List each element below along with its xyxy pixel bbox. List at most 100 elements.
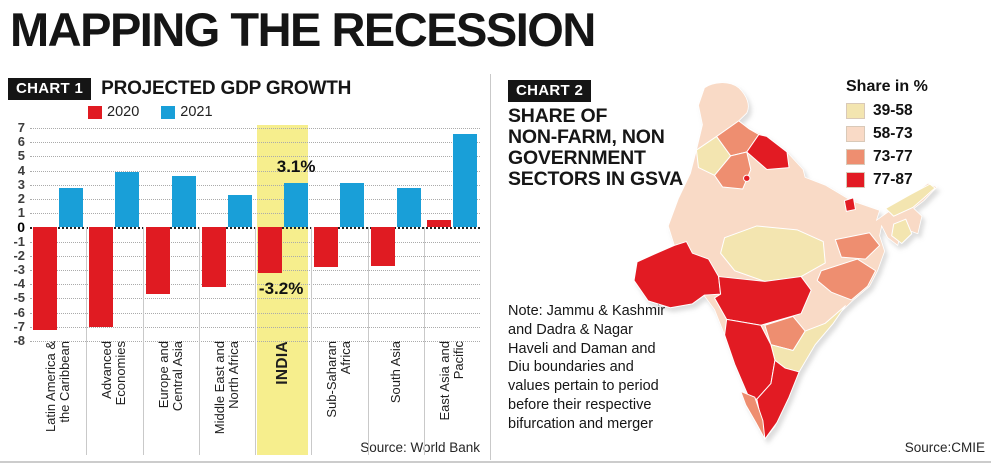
bar-2021-0	[59, 187, 84, 228]
chart1-yaxis: 7 6 5 4 3 2 1 0 -1 -2 -3 -4 -5 -6 -7 -8	[2, 120, 28, 348]
ytick--8: -8	[13, 333, 25, 348]
bar-2021-3	[227, 194, 252, 228]
chart1-legend: 2020 2021	[88, 104, 213, 120]
category-label-5: Sub-Saharan Africa	[314, 341, 364, 453]
category-label-1: Advanced Economies	[89, 341, 139, 453]
chart1-plot: Latin America & the Caribbean Advanced Ec…	[30, 125, 480, 455]
annotation-3.1%: 3.1%	[276, 157, 316, 177]
bar-2020-3	[201, 227, 226, 288]
map-legend-items: 39-58 58-73 73-77 77-87	[846, 102, 928, 189]
bar-2020-7	[426, 220, 451, 228]
ytick-7: 7	[17, 120, 25, 135]
map-legend-title: Share in %	[846, 78, 928, 95]
state-maharashtra	[714, 276, 812, 326]
category-label-7: East Asia and Pacific	[427, 341, 477, 453]
india-map	[628, 80, 940, 442]
bar-2021-2	[171, 176, 196, 228]
map-legend-swatch-58-73	[846, 126, 865, 142]
category-label-6: South Asia	[371, 341, 421, 453]
map-legend-label-58-73: 58-73	[873, 125, 913, 142]
chart2-tag: CHART 2	[508, 80, 592, 102]
chart1-tag: CHART 1	[8, 78, 92, 100]
bar-2020-2	[145, 227, 170, 295]
chart2-source: Source:CMIE	[904, 440, 985, 455]
map-legend-row-73-77: 73-77	[846, 148, 928, 166]
legend-label-2021: 2021	[180, 104, 213, 120]
state-kerala	[740, 390, 766, 440]
map-legend-row-77-87: 77-87	[846, 171, 928, 189]
bar-2020-4	[258, 227, 283, 273]
category-label-text: Middle East and North Africa	[211, 341, 241, 435]
map-legend-swatch-39-58	[846, 103, 865, 119]
map-legend-swatch-73-77	[846, 149, 865, 165]
page-title: MAPPING THE RECESSION	[10, 3, 596, 56]
chart2-title: SHARE OF NON-FARM, NON GOVERNMENT SECTOR…	[508, 106, 683, 190]
category-separator	[198, 227, 200, 455]
category-separator	[423, 227, 425, 455]
annotation--3.2%: -3.2%	[258, 278, 304, 298]
state-odisha	[816, 258, 877, 301]
category-separator	[255, 227, 256, 455]
category-label-text: East Asia and Pacific	[436, 341, 466, 421]
panel-divider	[490, 74, 491, 460]
ytick-2: 2	[17, 191, 25, 206]
gridline-5	[30, 156, 480, 158]
state-gujarat	[633, 241, 722, 309]
ytick--2: -2	[13, 247, 25, 263]
ytick--5: -5	[13, 290, 25, 306]
chart2-title-line1: SHARE OF	[508, 105, 608, 127]
category-label-text: Europe and Central Asia	[155, 341, 185, 412]
chart2-title-line4: SECTORS IN GSVA	[508, 168, 684, 190]
state-haryana	[714, 151, 752, 190]
category-separator	[142, 227, 144, 455]
map-legend-label-39-58: 39-58	[873, 102, 913, 119]
chart2-title-line3: GOVERNMENT	[508, 147, 646, 169]
legend-item-2020: 2020	[88, 104, 139, 120]
ytick-1: 1	[17, 205, 25, 221]
ytick--4: -4	[13, 276, 25, 292]
category-label-2: Europe and Central Asia	[146, 341, 196, 453]
bar-2020-1	[89, 227, 114, 327]
state-uttarakhand	[746, 134, 790, 171]
state-jharkhand	[834, 232, 881, 260]
ytick--3: -3	[13, 262, 25, 277]
state-madhya-pradesh	[720, 225, 826, 282]
chart1-title: PROJECTED GDP GROWTH	[101, 78, 352, 99]
ytick--7: -7	[13, 318, 25, 334]
chart2-title-line2: NON-FARM, NON	[508, 126, 665, 148]
gridline-1	[30, 213, 480, 215]
gridline-2	[30, 199, 480, 200]
india-map-svg	[633, 82, 938, 440]
ytick-6: 6	[17, 134, 25, 150]
map-legend-label-77-87: 77-87	[873, 171, 913, 188]
gridline-3	[30, 184, 480, 186]
state-sikkim	[843, 197, 856, 212]
legend-swatch-2021	[161, 105, 176, 119]
map-legend-row-58-73: 58-73	[846, 125, 928, 143]
category-label-4: INDIA	[258, 341, 308, 453]
bar-2021-7	[452, 133, 477, 228]
ytick--1: -1	[13, 233, 25, 249]
bottom-rule	[0, 461, 991, 463]
category-separator	[86, 227, 88, 455]
legend-item-2021: 2021	[161, 104, 213, 120]
bar-2021-1	[115, 172, 140, 228]
bar-2021-4	[284, 183, 309, 228]
category-separator	[311, 227, 313, 455]
legend-swatch-2020	[88, 105, 102, 119]
state-delhi	[743, 174, 751, 182]
state-arunachal-pradesh	[885, 183, 936, 217]
category-label-0: Latin America & the Caribbean	[33, 341, 83, 453]
map-legend-row-39-58: 39-58	[846, 102, 928, 120]
map-legend: Share in % 39-58 58-73 73-77 77-87	[846, 78, 928, 194]
ytick--6: -6	[13, 304, 25, 320]
bar-2021-5	[340, 183, 365, 228]
category-label-text: Sub-Saharan Africa	[323, 341, 354, 418]
india-highlight-band	[257, 125, 309, 455]
bar-2020-6	[370, 227, 395, 266]
legend-label-2020: 2020	[107, 104, 140, 120]
gridline-4	[30, 170, 480, 172]
category-label-text: South Asia	[387, 341, 403, 404]
state-mizoram-manipur	[891, 218, 913, 244]
